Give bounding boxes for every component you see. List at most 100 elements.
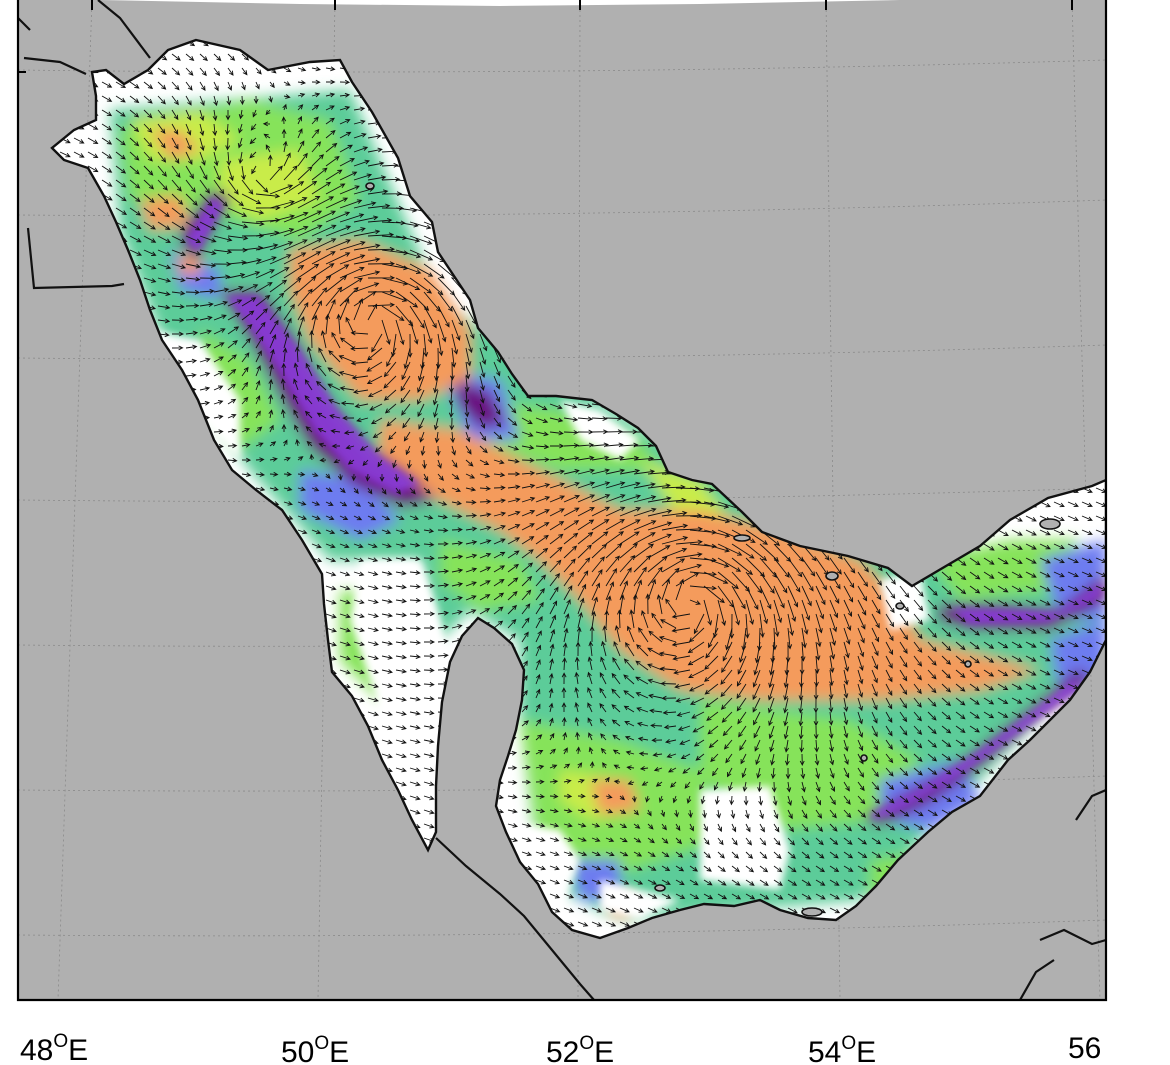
velocity-arrow: [521, 589, 532, 601]
velocity-arrow: [682, 767, 691, 774]
velocity-arrow: [899, 669, 908, 682]
velocity-arrow: [1039, 557, 1051, 564]
velocity-arrow: [157, 67, 167, 76]
velocity-arrow: [801, 781, 806, 793]
velocity-arrow: [353, 146, 369, 153]
velocity-arrow: [913, 613, 923, 626]
velocity-arrow: [562, 731, 568, 741]
velocity-arrow: [773, 809, 779, 820]
velocity-arrow: [829, 627, 837, 647]
velocity-arrow: [423, 305, 437, 329]
velocity-arrow: [941, 669, 952, 679]
velocity-arrow: [706, 711, 719, 721]
velocity-arrow: [674, 809, 679, 818]
velocity-arrow: [577, 837, 587, 842]
velocity-arrow: [927, 809, 938, 817]
velocity-arrow: [213, 221, 233, 230]
velocity-arrow: [171, 53, 181, 61]
velocity-arrow: [507, 577, 519, 587]
velocity-arrow: [744, 613, 750, 639]
velocity-arrow: [311, 196, 335, 209]
velocity-arrow: [423, 781, 435, 787]
velocity-arrow: [899, 613, 909, 627]
velocity-arrow: [871, 809, 881, 818]
velocity-arrow: [353, 697, 365, 703]
velocity-arrow: [73, 151, 85, 158]
velocity-arrow: [997, 641, 1009, 649]
velocity-arrow: [395, 529, 406, 534]
velocity-arrow: [381, 191, 403, 197]
velocity-arrow: [745, 529, 769, 545]
velocity-arrow: [650, 723, 663, 728]
velocity-arrow: [605, 568, 618, 587]
velocity-arrow: [843, 669, 849, 686]
velocity-arrow: [768, 711, 775, 727]
velocity-arrow: [741, 767, 747, 779]
velocity-arrow: [367, 627, 379, 632]
velocity-arrow: [433, 403, 439, 418]
velocity-arrow: [633, 851, 643, 857]
velocity-arrow: [227, 443, 238, 449]
velocity-arrow: [451, 319, 461, 341]
velocity-arrow: [479, 403, 485, 417]
velocity-arrow: [507, 563, 520, 573]
velocity-arrow: [479, 389, 485, 404]
velocity-arrow: [843, 865, 854, 872]
velocity-arrow: [785, 767, 791, 780]
velocity-arrow: [704, 655, 719, 670]
velocity-arrow: [395, 753, 407, 759]
velocity-arrow: [409, 542, 421, 548]
velocity-arrow: [395, 781, 407, 787]
velocity-arrow: [227, 354, 237, 363]
velocity-arrow: [661, 497, 687, 503]
velocity-arrow: [857, 627, 865, 644]
velocity-arrow: [787, 837, 796, 846]
velocity-arrow: [157, 207, 170, 218]
velocity-arrow: [423, 263, 445, 279]
velocity-arrow: [591, 879, 602, 885]
velocity-arrow: [420, 445, 426, 457]
velocity-arrow: [563, 627, 569, 643]
velocity-arrow: [591, 494, 611, 503]
velocity-arrow: [784, 753, 790, 766]
velocity-arrow: [479, 594, 491, 601]
velocity-arrow: [619, 921, 631, 927]
velocity-arrow: [282, 140, 288, 153]
velocity-arrow: [325, 105, 335, 111]
velocity-arrow: [703, 865, 712, 872]
velocity-arrow: [395, 725, 407, 730]
velocity-arrow: [297, 501, 307, 506]
velocity-arrow: [857, 865, 868, 872]
velocity-arrow: [213, 328, 226, 335]
velocity-arrow: [829, 879, 840, 886]
velocity-arrow: [1067, 543, 1079, 550]
velocity-arrow: [129, 137, 140, 147]
velocity-arrow: [549, 614, 557, 629]
velocity-arrow: [913, 739, 923, 749]
velocity-arrow: [704, 683, 719, 695]
velocity-arrow: [311, 543, 322, 549]
velocity-arrow: [381, 501, 389, 508]
velocity-arrow: [661, 695, 677, 701]
velocity-arrow: [738, 725, 747, 738]
velocity-arrow: [626, 765, 635, 771]
velocity-arrow: [340, 400, 355, 406]
velocity-arrow: [857, 739, 864, 752]
velocity-arrow: [1081, 599, 1093, 606]
velocity-arrow: [1053, 585, 1065, 592]
velocity-arrow: [736, 697, 747, 712]
velocity-arrow: [1053, 557, 1065, 564]
velocity-arrow: [1011, 627, 1023, 635]
velocity-arrow: [885, 627, 894, 642]
velocity-arrow: [281, 128, 287, 139]
velocity-arrow: [521, 445, 535, 450]
velocity-arrow: [591, 865, 602, 871]
velocity-arrow: [423, 528, 435, 534]
velocity-arrow: [297, 263, 320, 279]
velocity-arrow: [115, 207, 128, 215]
velocity-arrow: [297, 80, 306, 85]
velocity-arrow: [1081, 571, 1093, 578]
velocity-arrow: [1067, 669, 1079, 676]
velocity-arrow: [969, 753, 981, 761]
velocity-arrow: [493, 511, 507, 517]
